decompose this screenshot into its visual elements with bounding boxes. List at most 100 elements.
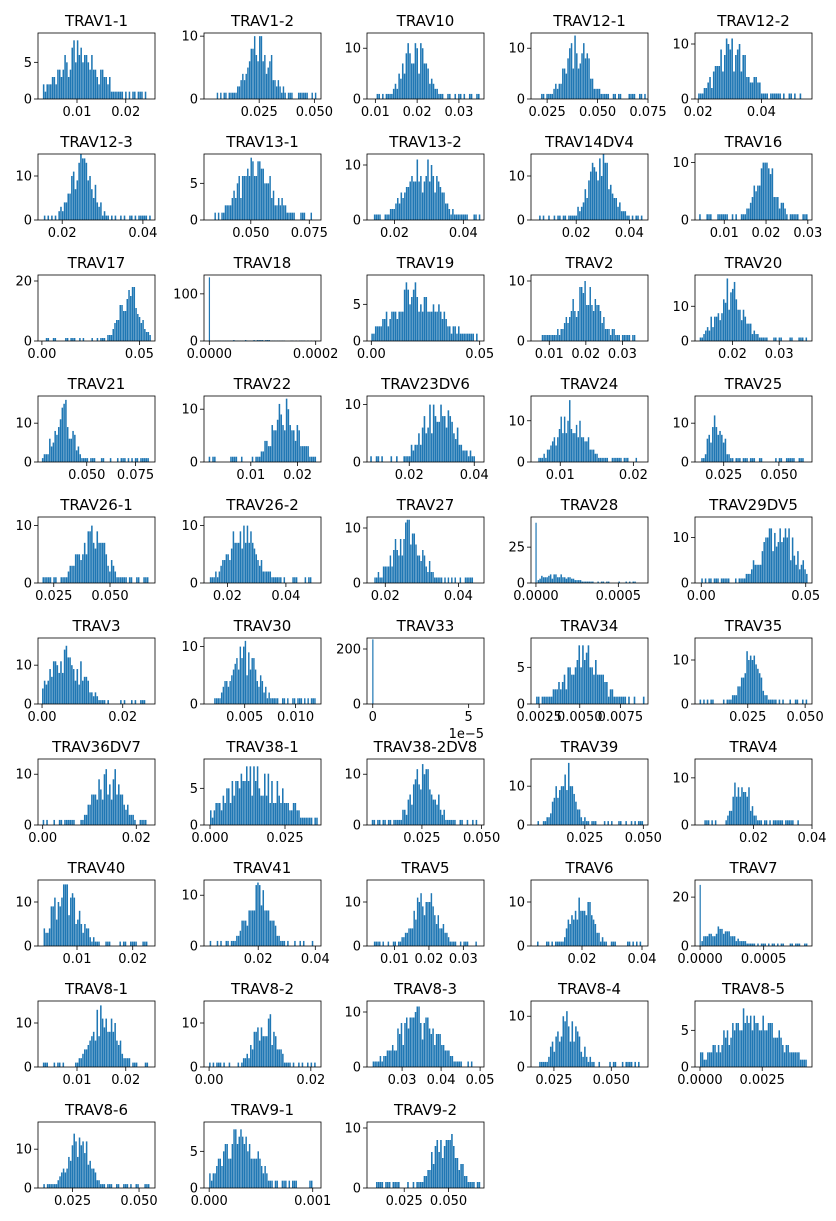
histogram-bar	[765, 537, 767, 583]
histogram-bar	[134, 458, 137, 462]
histogram-bar	[548, 817, 550, 825]
histogram-bar	[216, 1166, 218, 1188]
histogram-bar	[71, 176, 73, 220]
histogram-bar	[145, 215, 148, 220]
histogram-bar	[569, 48, 571, 99]
histogram-bar	[452, 819, 454, 825]
histogram-bar	[585, 821, 588, 825]
histogram-bar	[96, 338, 99, 341]
histogram-bar	[237, 86, 239, 99]
histogram-bar	[746, 796, 748, 825]
histogram-bar	[438, 1152, 440, 1188]
histogram-bar	[617, 696, 619, 704]
histogram-bar	[378, 326, 381, 341]
histogram-bar	[425, 176, 427, 220]
histogram-bar	[540, 1061, 543, 1067]
histogram-bar	[446, 203, 449, 220]
histogram-bar	[703, 699, 705, 704]
histogram-bar	[425, 297, 428, 341]
histogram-bar	[467, 1182, 470, 1188]
histogram-bar	[427, 1017, 429, 1067]
histogram-bar	[475, 214, 477, 220]
histogram-bar	[578, 580, 580, 583]
histogram-bar	[80, 47, 82, 99]
histogram-bar	[558, 335, 561, 341]
histogram-bar	[255, 1158, 258, 1188]
histogram-bar	[278, 1049, 281, 1067]
histogram-bar	[730, 1037, 732, 1067]
histogram-bar	[307, 446, 309, 462]
histogram-bar	[79, 338, 81, 341]
histogram-bar	[376, 1182, 378, 1188]
histogram-bar	[381, 456, 383, 462]
y-tick-label: 0	[24, 1061, 32, 1076]
histogram-bar	[739, 458, 741, 462]
axes-frame	[366, 1000, 485, 1068]
histogram-bar	[416, 1182, 418, 1188]
histogram-bar	[66, 427, 69, 462]
histogram-bar	[550, 696, 553, 704]
histogram-bar	[640, 93, 643, 99]
histogram-bar	[128, 290, 130, 341]
histogram-bar	[246, 675, 248, 704]
histogram-bar	[755, 1023, 757, 1067]
axes-frame	[694, 395, 813, 463]
histogram-bar	[72, 430, 74, 462]
axes-frame	[694, 153, 813, 221]
histogram-bar	[455, 214, 458, 220]
axes-frame	[694, 1000, 813, 1068]
histogram-bar	[247, 67, 249, 99]
histogram-bar	[388, 1050, 390, 1067]
histogram-bar	[87, 1045, 90, 1067]
histogram-bar	[143, 700, 146, 704]
histogram-bar	[789, 1052, 791, 1067]
histogram-bar	[751, 82, 754, 99]
histogram-bar	[757, 185, 759, 220]
histogram-bar	[118, 784, 120, 825]
histogram-bar	[257, 1027, 259, 1067]
histogram-bar	[579, 580, 582, 583]
histogram-bar	[236, 542, 238, 583]
y-tick-label: 0	[190, 577, 198, 592]
histogram-bar	[233, 456, 236, 462]
histogram-bar	[233, 190, 235, 220]
histogram-bar	[264, 440, 266, 462]
panel-title: TRAV23DV6	[380, 375, 470, 393]
histogram-bar	[258, 565, 261, 583]
histogram-bar	[460, 444, 463, 462]
histogram-bar	[567, 667, 569, 704]
histogram-bar	[411, 297, 413, 341]
histogram-bar	[287, 698, 289, 704]
histogram-bar	[459, 333, 462, 341]
histogram-bar	[769, 1023, 772, 1067]
histogram-bar	[112, 565, 115, 583]
histogram-bar	[47, 577, 50, 583]
histogram-bar	[376, 326, 379, 341]
histogram-bar	[64, 577, 66, 583]
histogram-bar	[566, 1011, 568, 1067]
histogram-bar	[637, 215, 639, 220]
histogram-bar	[112, 91, 115, 99]
histogram-bar	[760, 458, 763, 462]
histogram-bar	[418, 73, 420, 99]
histogram-bar	[250, 531, 252, 583]
histogram-bar	[395, 203, 397, 220]
histogram-bar	[310, 212, 313, 220]
histogram-bar	[260, 905, 263, 946]
axes-frame	[37, 637, 156, 705]
histogram-bar	[94, 692, 97, 704]
histogram-bar	[418, 784, 420, 825]
histogram-bar	[444, 1050, 447, 1067]
histogram-bar	[299, 92, 302, 99]
histogram-bar	[586, 305, 588, 341]
histogram-bar	[560, 329, 562, 341]
histogram-bar	[562, 941, 564, 946]
histogram-bar	[394, 1182, 396, 1188]
histogram-bar	[575, 317, 578, 341]
histogram-bar	[717, 578, 719, 583]
histogram-bar	[764, 93, 767, 99]
histogram-bar	[111, 215, 113, 220]
histogram-bar	[241, 548, 243, 583]
histogram-bar	[258, 686, 260, 704]
histogram-bar	[582, 821, 584, 825]
